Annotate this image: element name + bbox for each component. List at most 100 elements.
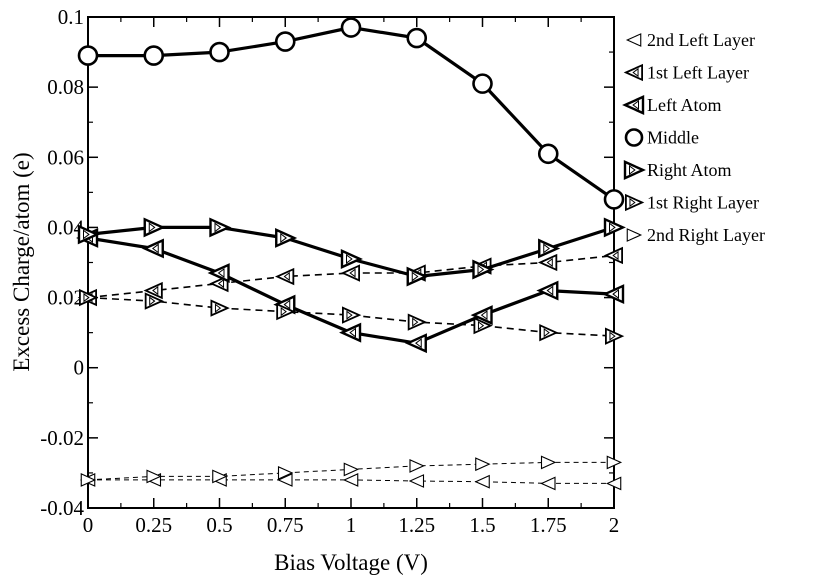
y-tick-label: 0.08 — [47, 75, 84, 99]
data-point — [143, 217, 166, 238]
data-point-inner — [149, 296, 156, 306]
series-2nd-right-layer — [80, 455, 623, 487]
data-point-inner — [543, 243, 550, 254]
data-point-inner — [214, 303, 222, 313]
legend-marker — [626, 228, 643, 242]
y-tick-label: 0.06 — [47, 145, 84, 169]
data-point-inner — [612, 250, 619, 261]
legend-marker-inner — [629, 197, 636, 208]
data-point-inner — [349, 268, 356, 278]
y-tick-label: -0.04 — [40, 496, 84, 520]
data-point — [209, 41, 230, 63]
data-point-inner — [609, 331, 616, 341]
legend-label: Left Atom — [647, 95, 722, 115]
data-point — [540, 476, 556, 491]
x-tick-label: 1.75 — [530, 513, 567, 537]
data-point-inner — [283, 299, 291, 310]
x-tick-label: 1 — [346, 513, 357, 537]
data-point — [474, 474, 490, 489]
series-group — [76, 17, 626, 491]
data-point-inner — [546, 285, 554, 296]
data-point — [605, 476, 622, 491]
series-line — [87, 296, 615, 337]
data-point-inner — [477, 320, 485, 331]
data-point — [277, 473, 293, 487]
x-tick-label: 1.5 — [469, 513, 495, 537]
data-point — [537, 143, 559, 165]
axis-ticks — [87, 16, 615, 509]
data-point-inner — [217, 278, 225, 289]
series-line — [88, 25, 615, 201]
legend-marker — [623, 160, 646, 180]
legend-marker — [624, 128, 644, 147]
data-point — [340, 249, 363, 269]
data-point-inner — [349, 327, 356, 338]
data-point-inner — [280, 232, 287, 244]
data-point — [603, 189, 625, 210]
legend-label: 1st Left Layer — [647, 63, 749, 83]
y-tick-label: -0.02 — [40, 426, 84, 450]
data-point-inner — [217, 267, 225, 279]
data-point-inner — [480, 310, 488, 321]
legend-label: Middle — [647, 128, 699, 148]
data-point-inner — [214, 222, 222, 233]
data-point-inner — [412, 317, 419, 327]
data-point-inner — [152, 243, 159, 254]
legend-marker-inner — [629, 164, 636, 176]
data-point — [146, 469, 162, 484]
data-point — [538, 238, 561, 259]
x-tick-label: 1.25 — [398, 513, 435, 537]
data-point — [77, 45, 99, 66]
legend-label: 1st Right Layer — [647, 193, 759, 213]
data-point — [409, 458, 425, 473]
data-point — [408, 474, 425, 488]
legend-marker — [625, 33, 642, 47]
legend-item: 2nd Left Layer — [625, 30, 755, 50]
data-point-inner — [148, 222, 156, 233]
data-point-inner — [612, 289, 619, 300]
y-tick-label: 0 — [74, 356, 85, 380]
data-point — [340, 17, 362, 38]
data-point — [540, 455, 557, 470]
data-point — [606, 455, 623, 470]
data-point-inner — [283, 271, 290, 282]
data-point — [339, 322, 362, 343]
data-point-inner — [415, 338, 422, 349]
data-point — [404, 333, 427, 354]
y-axis-title: Excess Charge/atom (e) — [9, 152, 34, 371]
legend-label: 2nd Right Layer — [647, 225, 765, 245]
data-point — [143, 45, 165, 66]
legend-item: 1st Right Layer — [625, 193, 759, 213]
data-point — [475, 457, 491, 472]
legend-marker-inner — [632, 67, 639, 78]
data-point-inner — [477, 264, 485, 275]
x-tick-label: 0.25 — [135, 513, 172, 537]
data-point — [141, 238, 164, 259]
legend-item: Middle — [624, 128, 699, 148]
data-point — [80, 473, 97, 487]
data-point — [207, 263, 230, 283]
data-point-inner — [543, 327, 550, 338]
data-point-inner — [346, 310, 353, 320]
data-point — [342, 473, 359, 487]
y-tick-label: 0.1 — [58, 5, 84, 29]
series-middle — [77, 17, 625, 210]
x-tick-label: 0 — [83, 513, 94, 537]
data-point-inner — [609, 222, 616, 233]
x-tick-label: 0.75 — [267, 513, 304, 537]
data-point — [472, 73, 493, 94]
data-point-inner — [411, 271, 419, 282]
x-axis-title: Bias Voltage (V) — [274, 550, 428, 575]
data-point — [343, 462, 360, 477]
legend-marker-inner — [632, 99, 639, 111]
data-point — [277, 466, 294, 480]
data-point-inner — [346, 253, 353, 265]
series-1st-right-layer — [79, 288, 625, 345]
data-point — [209, 217, 232, 238]
data-point-inner — [83, 229, 90, 240]
data-point — [212, 469, 228, 484]
legend-item: Right Atom — [623, 160, 732, 180]
data-point — [274, 31, 296, 52]
